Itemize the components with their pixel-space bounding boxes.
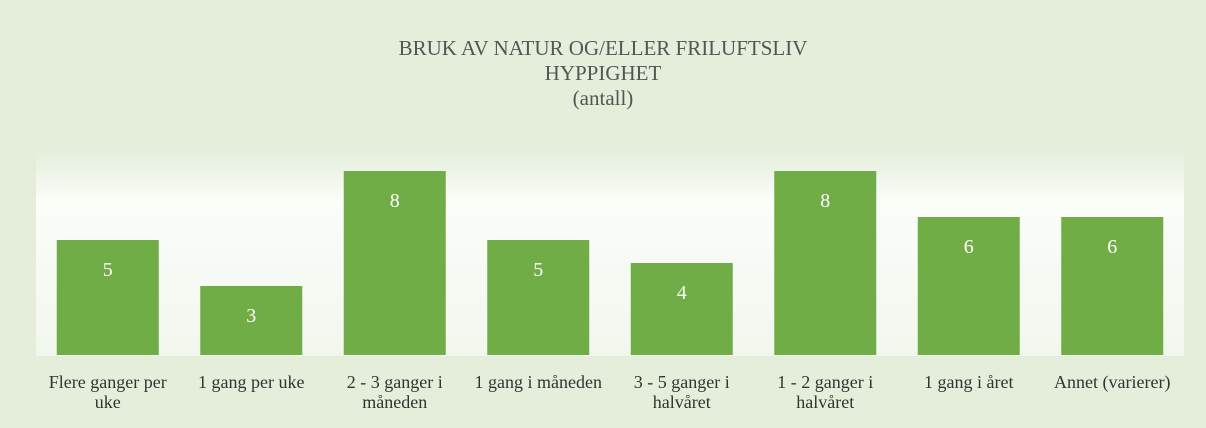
bar	[630, 263, 733, 355]
value-label: 5	[533, 259, 543, 281]
x-tick-label: 3 - 5 ganger i halvåret	[633, 372, 730, 412]
value-label: 3	[246, 305, 256, 327]
chart-title: (antall)	[572, 86, 634, 110]
value-label: 4	[677, 282, 687, 304]
value-label: 6	[1107, 236, 1117, 258]
bar	[343, 171, 446, 355]
x-tick-label: 2 - 3 ganger i måneden	[346, 372, 443, 412]
bar	[200, 286, 303, 355]
value-label: 5	[103, 259, 113, 281]
x-tick-label: 1 - 2 ganger i halvåret	[777, 372, 874, 412]
value-label: 6	[964, 236, 974, 258]
value-label: 8	[820, 190, 830, 212]
bar	[774, 171, 877, 355]
bar	[56, 240, 159, 355]
chart-title: HYPPIGHET	[544, 61, 662, 85]
bar	[917, 217, 1020, 355]
bar	[1061, 217, 1164, 355]
x-tick-label: 1 gang i måneden	[474, 372, 602, 392]
x-tick-label: Annet (varierer)	[1054, 372, 1171, 392]
x-tick-label: 1 gang i året	[924, 372, 1014, 392]
x-tick-label: 1 gang per uke	[198, 372, 305, 392]
bar	[487, 240, 590, 355]
x-tick-label: Flere ganger per uke	[48, 372, 167, 412]
value-label: 8	[390, 190, 400, 212]
chart-title: BRUK AV NATUR OG/ELLER FRILUFTSLIV	[398, 36, 808, 60]
